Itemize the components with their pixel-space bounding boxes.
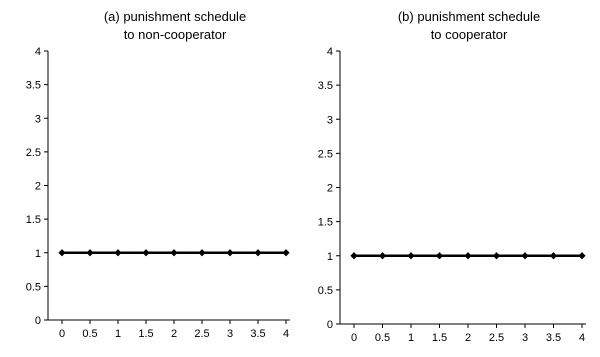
chart-a-data-point: [226, 249, 234, 257]
chart-b-title-line-2: to cooperator: [431, 27, 508, 42]
chart-b-x-tick-label: 1.5: [432, 332, 447, 344]
chart-a-title-line-2: to non-cooperator: [124, 27, 227, 42]
chart-b-x-tick-label: 2: [465, 332, 471, 344]
chart-b-y-tick-label: 4: [327, 46, 333, 58]
chart-b-data-point: [464, 252, 472, 260]
chart-b-y-tick-label: 2.5: [318, 148, 333, 160]
chart-a-title-line-1: (a) punishment schedule: [104, 9, 246, 24]
chart-b-data-point: [435, 252, 444, 260]
chart-a-y-tick-label: 1: [35, 248, 41, 260]
chart-a-x-tick-label: 4: [283, 328, 289, 340]
chart-a: (a) punishment schedule to non-cooperato…: [26, 9, 290, 340]
chart-b-y-tick-label: 2: [327, 183, 333, 195]
chart-a-y-tick-label: 3.5: [26, 80, 41, 92]
chart-a-data-point: [114, 249, 122, 257]
chart-b-x-tick-label: 3.5: [546, 332, 561, 344]
chart-a-data-point: [254, 249, 262, 257]
chart-a-y-tick-label: 0.5: [26, 281, 41, 293]
chart-a-data-point: [142, 249, 150, 257]
chart-a-data-point: [86, 249, 94, 257]
chart-a-x-tick-label: 0.5: [82, 328, 97, 340]
chart-a-y-tick-label: 1.5: [26, 214, 41, 226]
chart-a-data-point: [282, 249, 290, 257]
chart-a-y-tick-label: 3: [35, 113, 41, 125]
chart-b-y-tick-label: 3.5: [318, 80, 333, 92]
chart-b-y-tick-label: 3: [327, 114, 333, 126]
chart-a-data-point: [198, 249, 206, 257]
chart-a-y-tick-label: 4: [35, 46, 41, 58]
chart-b-y-tick-label: 0: [327, 319, 333, 331]
chart-a-x-tick-label: 2: [171, 328, 177, 340]
chart-b-data-point: [521, 252, 529, 260]
chart-a-y-tick-label: 0: [35, 315, 41, 327]
chart-a-x-tick-label: 1: [115, 328, 121, 340]
chart-b-y-tick-label: 1.5: [318, 217, 333, 229]
chart-b-x-tick-label: 3: [522, 332, 528, 344]
chart-b-data-point: [578, 252, 586, 260]
chart-a-x-tick-label: 3: [227, 328, 233, 340]
chart-b-x-tick-label: 0: [351, 332, 357, 344]
chart-a-x-tick-label: 3.5: [250, 328, 265, 340]
chart-b-data-point: [378, 252, 387, 260]
chart-a-y-tick-label: 2.5: [26, 147, 41, 159]
chart-a-x-tick-label: 1.5: [138, 328, 153, 340]
chart-b-y-tick-label: 1: [327, 251, 333, 263]
chart-a-y-tick-label: 2: [35, 181, 41, 193]
chart-b-plot-area: 0 0.5 1 1.5 2 2.5 3 3.5 4 0 0.5 1 1.5 2 2.5 3 3.5 4: [318, 46, 586, 344]
chart-a-data-point: [58, 249, 66, 257]
chart-b-x-tick-label: 4: [579, 332, 585, 344]
chart-b-y-tick-label: 0.5: [318, 285, 333, 297]
chart-b-data-point: [350, 252, 358, 260]
chart-b-title-line-1: (b) punishment schedule: [398, 9, 540, 24]
chart-a-plot-area: 0 0.5 1 1.5 2 2.5 3 3.5 4 0 0.5 1 1.5 2 2.5 3 3.5 4: [26, 46, 290, 340]
chart-a-x-tick-label: 0: [59, 328, 65, 340]
chart-b-x-tick-label: 0.5: [375, 332, 390, 344]
chart-b-data-point: [549, 252, 558, 260]
chart-a-data-point: [170, 249, 178, 257]
chart-b-data-point: [407, 252, 415, 260]
chart-b: (b) punishment schedule to cooperator 00…: [318, 9, 586, 344]
chart-a-x-tick-label: 2.5: [194, 328, 209, 340]
chart-b-x-tick-label: 2.5: [489, 332, 504, 344]
chart-b-x-tick-label: 1: [408, 332, 414, 344]
chart-b-data-point: [492, 252, 501, 260]
